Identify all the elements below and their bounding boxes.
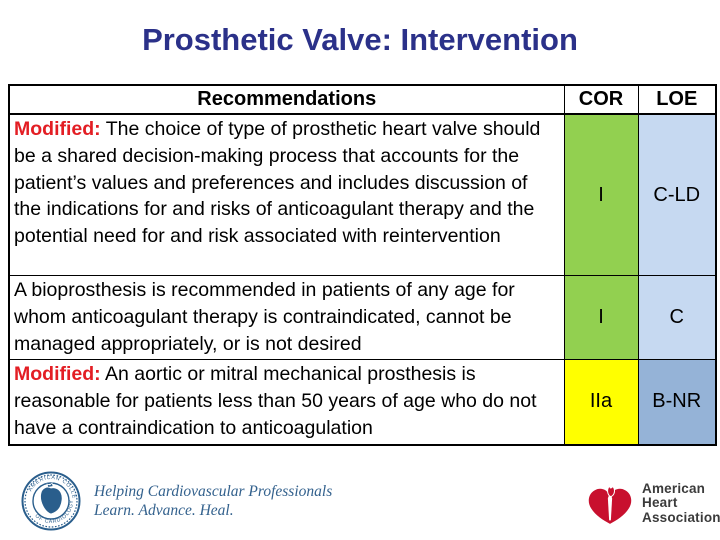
recommendation-text: Modified: The choice of type of prosthet… (8, 113, 565, 277)
table-row: Modified: An aortic or mitral mechanical… (8, 358, 717, 446)
loe-cell: C (637, 275, 717, 360)
cor-cell: IIa (563, 358, 639, 446)
acc-tagline-line1: Helping Cardiovascular Professionals (94, 483, 333, 500)
anatomical-heart-glyph (40, 482, 63, 515)
loe-cell: B-NR (637, 358, 717, 446)
header-loe: LOE (637, 84, 717, 115)
aha-logo: American Heart Association® (584, 481, 720, 529)
acc-tagline-line2: Learn. Advance. Heal. (94, 502, 234, 519)
recommendations-table-wrap: Recommendations COR LOE Modified: The ch… (8, 84, 717, 446)
modified-label: Modified: (14, 118, 101, 140)
aha-text-line2: Heart (642, 495, 678, 511)
modified-label: Modified: (14, 362, 101, 385)
recommendation-text: A bioprosthesis is recommended in patien… (8, 275, 565, 360)
header-cor: COR (563, 84, 639, 115)
cor-cell: I (563, 113, 639, 277)
table-row: A bioprosthesis is recommended in patien… (8, 275, 717, 360)
table-row: Modified: The choice of type of prosthet… (8, 113, 717, 277)
table-header-row: Recommendations COR LOE (8, 84, 717, 115)
aha-text-line1: American (642, 480, 706, 496)
aha-text-line3: Association® (642, 509, 720, 525)
slide-title: Prosthetic Valve: Intervention (142, 22, 578, 57)
recommendations-table: Recommendations COR LOE Modified: The ch… (8, 84, 717, 446)
aha-heart-torch-icon (588, 483, 632, 524)
recommendation-body: An aortic or mitral mechanical prosthesi… (14, 362, 537, 439)
aha-logo-text: American Heart Association® (642, 480, 720, 529)
cor-cell: I (563, 275, 639, 360)
recommendation-text: Modified: An aortic or mitral mechanical… (8, 358, 565, 446)
loe-cell: C-LD (637, 113, 717, 277)
recommendation-body: A bioprosthesis is recommended in patien… (14, 279, 515, 356)
acc-tagline: Helping Cardiovascular Professionals Lea… (94, 482, 332, 520)
recommendation-body: The choice of type of prosthetic heart v… (14, 118, 541, 248)
header-recommendations: Recommendations (8, 84, 565, 115)
acc-logo-seal-icon: AMERICAN COLLEGE OF CARDIOLOGY (21, 471, 81, 531)
